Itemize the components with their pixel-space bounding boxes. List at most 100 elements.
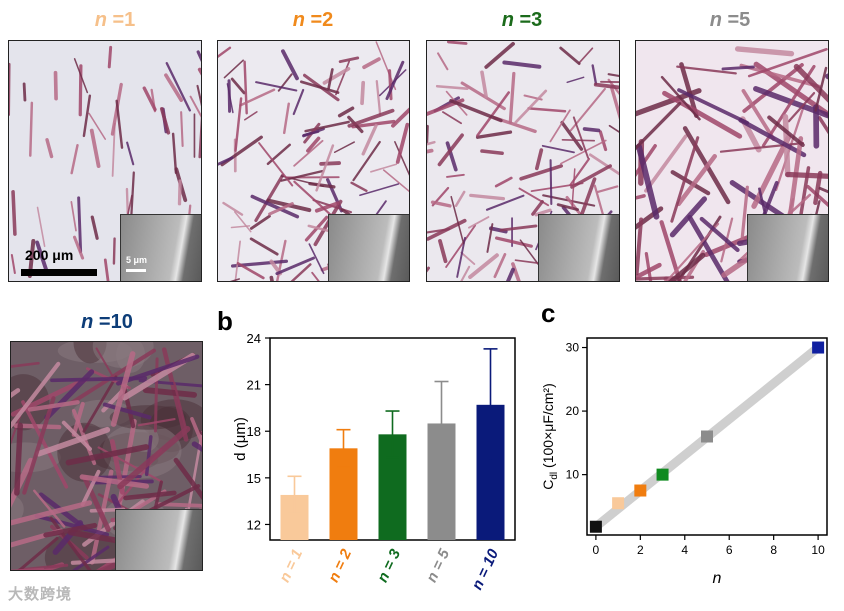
crystal-rod: [34, 513, 110, 537]
crystal-rod: [308, 243, 325, 275]
crystal-rod: [388, 69, 393, 101]
crystal-rod: [313, 199, 343, 247]
n-value: =1: [112, 9, 136, 31]
crystal-rod: [126, 141, 135, 166]
crystal-rod: [644, 134, 688, 193]
crystal-rod: [142, 387, 198, 398]
crystal-rod: [468, 253, 499, 279]
crystal-rod: [437, 52, 449, 71]
crystal-rod: [662, 90, 743, 139]
n-symbol: n: [81, 311, 94, 333]
y-label-units: (100×μF/cm²): [540, 383, 556, 472]
panel-title-n5: n =5: [635, 8, 825, 32]
crystal-rod: [475, 130, 513, 139]
y-label-sub: dl: [549, 472, 560, 480]
y-tick-label: 30: [566, 341, 580, 355]
scale-bar: [21, 269, 97, 276]
crystal-rod: [115, 99, 124, 149]
crystal-rod: [77, 196, 83, 254]
crystal-rod: [742, 63, 804, 113]
data-point: [656, 468, 669, 481]
crystal-rod: [218, 156, 234, 166]
crystal-rod: [449, 99, 503, 123]
crystal-rod: [636, 143, 660, 220]
crystal-rod: [198, 114, 201, 159]
crystal-rod: [676, 65, 737, 75]
n-value: =5: [727, 9, 751, 31]
crystal-rod: [70, 200, 77, 232]
crystal-rod: [190, 417, 202, 448]
data-point: [701, 430, 713, 443]
crystal-rod: [10, 253, 16, 274]
crystal-rod: [315, 144, 335, 192]
crystal-rod: [244, 111, 258, 121]
crystal-rod: [333, 141, 355, 154]
crystal-rod: [82, 375, 118, 433]
crystal-rod: [107, 45, 113, 69]
crystal-rod: [445, 224, 477, 268]
crystal-rod: [699, 216, 740, 253]
crystal-rod: [89, 128, 101, 168]
crystal-rod: [450, 195, 465, 245]
blur-blob: [11, 495, 24, 524]
crystal-rod: [438, 239, 448, 264]
crystal-rod: [787, 91, 816, 123]
crystal-rod: [753, 86, 828, 119]
crystal-rod: [485, 194, 525, 211]
crystal-rod: [734, 46, 795, 57]
crystal-rod: [164, 73, 184, 102]
crystal-rod: [304, 120, 350, 133]
n-value: =3: [519, 9, 543, 31]
crystal-rod: [322, 66, 351, 85]
crystal-rod: [11, 361, 61, 429]
crystal-rod: [774, 280, 783, 281]
crystal-rod: [302, 130, 320, 137]
crystal-rod: [352, 140, 381, 182]
crystal-rod: [103, 258, 110, 281]
panel-title-n10: n =10: [12, 310, 202, 334]
crystal-rod: [598, 130, 608, 152]
crystal-rod: [239, 88, 276, 107]
crystal-rod: [446, 173, 465, 178]
crystal-rods: [11, 342, 202, 570]
n-symbol: n: [94, 9, 107, 31]
crystal-rod: [43, 522, 98, 538]
sem-inset: [328, 214, 409, 281]
panel-label-c: c: [541, 298, 556, 328]
crystal-rod: [79, 474, 150, 489]
crystal-rod: [155, 502, 202, 508]
crystal-rod: [335, 60, 351, 96]
crystal-rod: [255, 81, 298, 92]
crystal-rod: [519, 164, 564, 181]
panel-title-n1: n =1: [20, 8, 210, 32]
crystal-rod: [442, 111, 462, 125]
crystal-rod: [460, 265, 471, 281]
watermark: 大数跨境: [8, 586, 73, 603]
crystal-rod: [275, 256, 316, 276]
crystal-rod: [665, 222, 720, 281]
crystal-rod: [427, 148, 434, 154]
crystal-rod: [11, 567, 45, 570]
crystal-rod: [306, 136, 321, 153]
crystal-rod: [360, 80, 366, 106]
crystal-rod: [556, 203, 579, 212]
sem-inset: 5 μm: [120, 214, 201, 281]
data-point: [612, 497, 625, 510]
crystal-rod: [144, 435, 153, 477]
crystal-rod: [785, 171, 828, 179]
crystal-rod: [739, 63, 821, 89]
crystal-rod: [243, 60, 248, 115]
crystal-rod: [33, 489, 66, 528]
data-point: [634, 484, 647, 497]
crystal-rod: [29, 101, 34, 157]
crystal-rod: [117, 425, 191, 490]
crystal-rod: [519, 239, 539, 266]
crystal-rod: [121, 383, 136, 429]
crystal-rod: [110, 351, 136, 427]
crystal-rod: [531, 200, 544, 216]
crystal-rod: [636, 206, 664, 230]
crystal-rod: [676, 154, 717, 207]
plot-frame: [586, 337, 828, 536]
crystal-rod: [180, 111, 184, 147]
crystal-rod: [70, 144, 79, 175]
